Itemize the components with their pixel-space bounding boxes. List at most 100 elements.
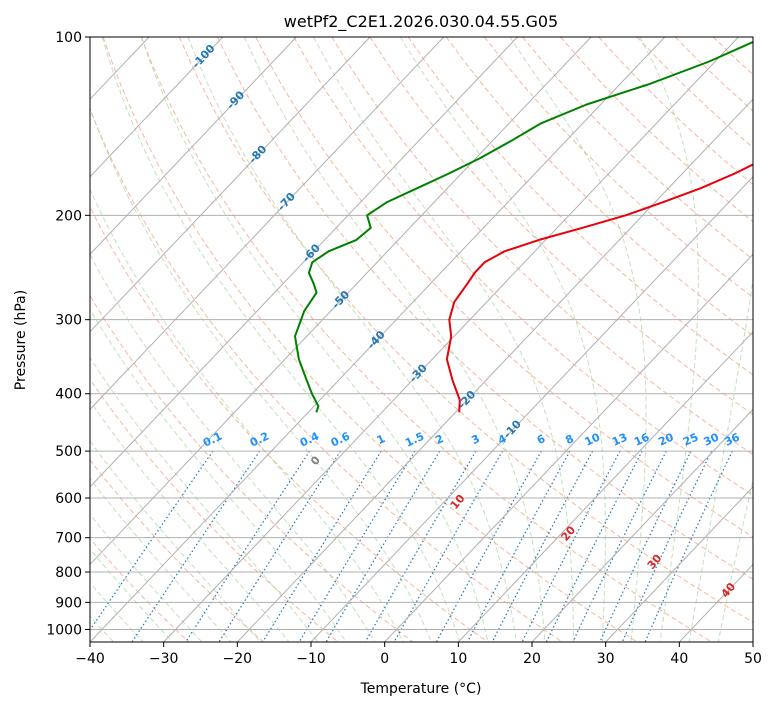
dry-adiabat [484, 37, 753, 298]
dry-adiabat [90, 459, 265, 642]
isotherm-line [90, 37, 592, 566]
mixing-ratio-label: 13 [610, 431, 629, 449]
mixing-ratio-label: 20 [656, 430, 676, 448]
y-tick-label: 200 [55, 208, 82, 224]
x-tick-label: 50 [744, 651, 762, 667]
mixing-ratio-line [262, 450, 382, 642]
dewpoint-profile-line [294, 40, 753, 413]
x-tick-label: 10 [449, 651, 467, 667]
x-tick-label: −30 [149, 651, 179, 667]
plot-frame [89, 36, 754, 643]
mixing-ratio-line [325, 450, 441, 642]
dry-adiabat [407, 37, 753, 376]
mixing-ratio-label: 0.1 [201, 430, 224, 450]
moist-adiabat [90, 399, 290, 642]
mixing-ratio-label: 8 [563, 432, 575, 447]
y-tick-label: 800 [55, 565, 82, 581]
y-tick-label: 500 [55, 444, 82, 460]
y-tick-label: 900 [55, 595, 82, 611]
mixing-ratio-label: 30 [702, 430, 722, 448]
isotherm-line [90, 37, 297, 256]
mixing-ratio-line [218, 450, 342, 642]
isotherm-line [236, 98, 753, 642]
moist-adiabat-label: 0 [308, 453, 323, 467]
y-tick-label: 600 [55, 491, 82, 507]
y-tick-label: 400 [55, 387, 82, 403]
mixing-ratio-line [185, 450, 311, 642]
dry-adiabat [560, 37, 753, 223]
mixing-ratio-line [572, 450, 667, 642]
dry-adiabat [90, 205, 489, 642]
dry-adiabat [255, 37, 753, 538]
isotherm-line [0, 37, 75, 642]
x-tick-label: 0 [380, 651, 389, 667]
chart-title: wetPf2_C2E1.2026.030.04.55.G05 [284, 12, 558, 32]
mixing-ratio-line [545, 450, 643, 642]
x-tick-label: −40 [75, 651, 105, 667]
y-tick-label: 1000 [46, 622, 82, 638]
mixing-ratio-label: 25 [681, 431, 700, 449]
isotherm-line [90, 37, 224, 178]
x-tick-label: −20 [223, 651, 253, 667]
x-tick-label: 40 [670, 651, 688, 667]
x-axis-label: Temperature (°C) [360, 681, 482, 697]
dry-adiabat [293, 37, 753, 496]
moist-adiabat [243, 37, 546, 642]
moist-adiabat [90, 308, 348, 642]
dry-adiabat [90, 294, 414, 642]
y-axis: 100 200 300 400 500 600 700 800 900 1000 [46, 30, 90, 638]
dry-adiabat [598, 37, 753, 186]
moist-adiabat [90, 513, 203, 642]
moist-adiabat-label: 20 [558, 523, 578, 543]
mixing-ratio-line [621, 450, 713, 642]
mixing-ratio-label: 10 [583, 430, 603, 448]
isotherm-line [90, 37, 445, 411]
dry-adiabat [751, 37, 753, 40]
dry-adiabat [140, 37, 713, 642]
moist-adiabat [90, 440, 261, 642]
moist-adiabat [90, 356, 319, 642]
mixing-ratio-label: 0.4 [298, 429, 321, 449]
mixing-ratio-label: 2 [433, 432, 445, 447]
x-axis: −40 −30 −20 −10 0 10 20 30 40 50 [75, 642, 762, 667]
isotherm-line [384, 253, 753, 642]
isotherm-line [90, 37, 371, 333]
mixing-ratio-line [90, 450, 214, 631]
isotherm-line [0, 37, 2, 642]
temperature-profile-line [445, 163, 753, 413]
mixing-ratio-label: 1 [375, 432, 387, 447]
isotherm-line [90, 37, 518, 488]
isotherm-line [310, 176, 753, 642]
x-tick-label: −10 [296, 651, 326, 667]
isotherm-line [531, 408, 753, 642]
isotherm-line [752, 641, 753, 642]
isotherm-line [90, 37, 666, 642]
isotherm-line [457, 331, 753, 642]
dry-adiabat [217, 37, 753, 580]
mixing-ratio-line [644, 450, 733, 642]
moist-adiabat [90, 477, 232, 642]
y-tick-label: 300 [55, 313, 82, 329]
x-tick-label: 20 [523, 651, 541, 667]
dry-adiabat [331, 37, 753, 456]
moist-adiabat [717, 478, 753, 642]
isotherm-line [605, 486, 753, 642]
background-lines [90, 37, 753, 642]
moist-adiabat-label: 30 [645, 552, 665, 572]
isotherm-line [678, 563, 753, 642]
mixing-ratio-label: 16 [632, 430, 652, 448]
profile-lines [294, 40, 753, 413]
mixing-ratio-line [491, 450, 594, 642]
mixing-ratio-label: 0.2 [248, 430, 271, 450]
y-axis-label: Pressure (hPa) [13, 290, 29, 390]
mixing-ratio-label: 3 [469, 432, 481, 447]
y-tick-label: 700 [55, 531, 82, 547]
moist-adiabat [140, 37, 489, 642]
y-tick-label: 100 [55, 30, 82, 46]
mixing-ratio-label: 36 [722, 430, 742, 448]
mixing-ratio-line [298, 450, 416, 642]
moist-adiabat [688, 275, 753, 642]
x-tick-label: 30 [597, 651, 615, 667]
gridlines [0, 37, 753, 642]
